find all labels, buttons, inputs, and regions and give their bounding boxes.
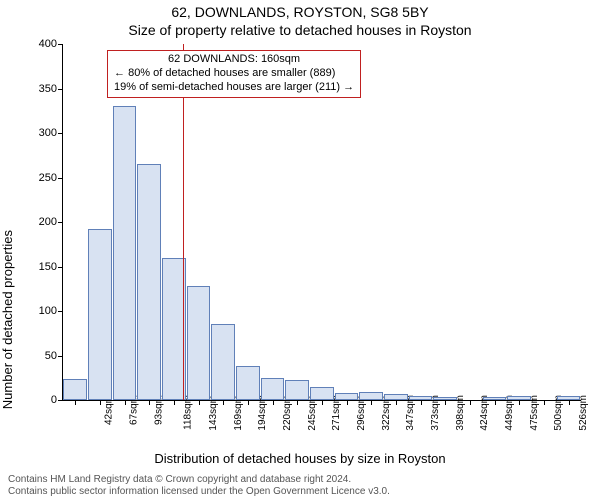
x-tick-label: 245sqm <box>307 395 318 431</box>
histogram-bar <box>137 164 161 400</box>
x-tick-mark <box>519 400 520 405</box>
histogram-bar <box>261 378 285 400</box>
x-tick-mark <box>445 400 446 405</box>
x-tick-mark <box>347 400 348 405</box>
x-tick-label: 449sqm <box>504 395 515 431</box>
chart-title-address: 62, DOWNLANDS, ROYSTON, SG8 5BY <box>0 4 600 20</box>
y-tick-mark <box>58 222 63 223</box>
y-tick-mark <box>58 311 63 312</box>
x-tick-mark <box>199 400 200 405</box>
x-tick-mark <box>75 400 76 405</box>
x-tick-mark <box>371 400 372 405</box>
x-tick-label: 500sqm <box>553 395 564 431</box>
x-tick-mark <box>396 400 397 405</box>
x-tick-label: 373sqm <box>430 395 441 431</box>
y-tick-mark <box>58 89 63 90</box>
y-tick-mark <box>58 267 63 268</box>
x-tick-label: 424sqm <box>479 395 490 431</box>
annot-line-3: 19% of semi-detached houses are larger (… <box>114 81 354 95</box>
x-tick-label: 347sqm <box>405 395 416 431</box>
y-tick-label: 350 <box>23 83 57 95</box>
x-tick-label: 220sqm <box>282 395 293 431</box>
y-tick-mark <box>58 44 63 45</box>
y-tick-label: 300 <box>23 127 57 139</box>
y-tick-mark <box>58 356 63 357</box>
histogram-bar <box>88 229 112 400</box>
y-tick-mark <box>58 400 63 401</box>
x-tick-mark <box>273 400 274 405</box>
y-tick-label: 0 <box>23 394 57 406</box>
reference-annotation: 62 DOWNLANDS: 160sqm← 80% of detached ho… <box>107 50 361 97</box>
x-tick-mark <box>495 400 496 405</box>
y-tick-label: 400 <box>23 38 57 50</box>
x-tick-label: 169sqm <box>233 395 244 431</box>
histogram-bar <box>211 324 235 400</box>
x-tick-label: 118sqm <box>183 395 194 430</box>
y-tick-label: 200 <box>23 216 57 228</box>
x-tick-label: 296sqm <box>356 395 367 431</box>
x-tick-label: 322sqm <box>381 395 392 431</box>
x-tick-label: 398sqm <box>455 395 466 431</box>
histogram-bar <box>187 286 211 400</box>
footer-line-1: Contains HM Land Registry data © Crown c… <box>8 474 592 486</box>
x-tick-mark <box>100 400 101 405</box>
x-tick-mark <box>149 400 150 405</box>
x-tick-label: 475sqm <box>529 395 540 431</box>
x-tick-mark <box>174 400 175 405</box>
x-tick-label: 194sqm <box>257 395 268 431</box>
x-tick-mark <box>223 400 224 405</box>
y-tick-label: 100 <box>23 305 57 317</box>
histogram-bar <box>335 393 359 400</box>
chart-container: 62, DOWNLANDS, ROYSTON, SG8 5BY Size of … <box>0 0 600 500</box>
y-tick-mark <box>58 133 63 134</box>
y-tick-label: 50 <box>23 350 57 362</box>
x-tick-label: 271sqm <box>331 395 342 431</box>
histogram-bar <box>63 379 87 400</box>
x-tick-mark <box>421 400 422 405</box>
chart-title-subtitle: Size of property relative to detached ho… <box>0 22 600 38</box>
x-tick-mark <box>569 400 570 405</box>
x-tick-label: 526sqm <box>578 395 589 431</box>
x-tick-label: 143sqm <box>208 395 219 431</box>
x-tick-mark <box>297 400 298 405</box>
x-tick-mark <box>125 400 126 405</box>
y-tick-label: 150 <box>23 261 57 273</box>
annot-line-1: 62 DOWNLANDS: 160sqm <box>114 53 354 67</box>
x-tick-mark <box>470 400 471 405</box>
footer-line-2: Contains public sector information licen… <box>8 486 592 498</box>
histogram-bar <box>310 387 334 400</box>
annot-line-2: ← 80% of detached houses are smaller (88… <box>114 67 354 81</box>
histogram-bar <box>113 106 137 400</box>
y-axis-label: Number of detached properties <box>0 140 15 319</box>
histogram-bar <box>236 366 260 400</box>
y-tick-label: 250 <box>23 172 57 184</box>
x-tick-mark <box>248 400 249 405</box>
plot-area: 05010015020025030035040042sqm67sqm93sqm1… <box>62 44 581 401</box>
x-axis-label: Distribution of detached houses by size … <box>0 451 600 466</box>
footer-attribution: Contains HM Land Registry data © Crown c… <box>8 474 592 498</box>
histogram-bar <box>285 380 309 400</box>
y-tick-mark <box>58 178 63 179</box>
x-tick-mark <box>322 400 323 405</box>
x-tick-mark <box>544 400 545 405</box>
histogram-bar <box>359 392 383 400</box>
